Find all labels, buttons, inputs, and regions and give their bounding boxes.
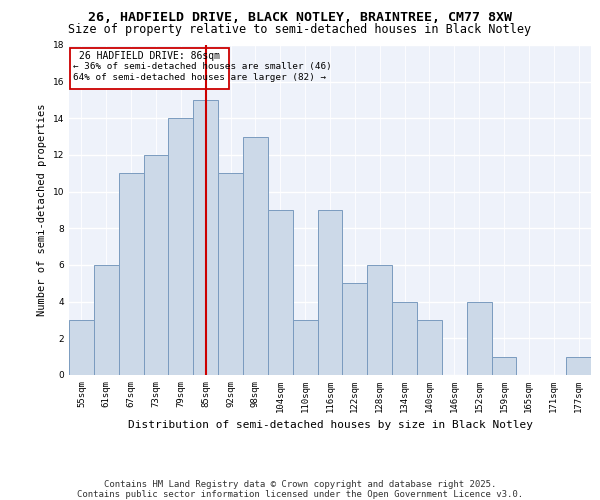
Text: ← 36% of semi-detached houses are smaller (46): ← 36% of semi-detached houses are smalle… — [73, 62, 331, 70]
Bar — [343, 284, 367, 375]
Bar — [119, 174, 143, 375]
Bar — [94, 265, 119, 375]
Bar — [70, 48, 229, 89]
Bar — [467, 302, 491, 375]
Bar — [193, 100, 218, 375]
Bar — [218, 174, 243, 375]
Bar — [169, 118, 193, 375]
Bar — [293, 320, 317, 375]
Bar — [243, 136, 268, 375]
X-axis label: Distribution of semi-detached houses by size in Black Notley: Distribution of semi-detached houses by … — [128, 420, 533, 430]
Y-axis label: Number of semi-detached properties: Number of semi-detached properties — [37, 104, 47, 316]
Bar — [317, 210, 343, 375]
Text: 26 HADFIELD DRIVE: 86sqm: 26 HADFIELD DRIVE: 86sqm — [79, 51, 220, 61]
Bar — [491, 356, 517, 375]
Text: Contains HM Land Registry data © Crown copyright and database right 2025.
Contai: Contains HM Land Registry data © Crown c… — [77, 480, 523, 499]
Bar — [392, 302, 417, 375]
Bar — [143, 155, 169, 375]
Bar — [367, 265, 392, 375]
Bar — [69, 320, 94, 375]
Bar — [566, 356, 591, 375]
Bar — [268, 210, 293, 375]
Bar — [417, 320, 442, 375]
Text: 64% of semi-detached houses are larger (82) →: 64% of semi-detached houses are larger (… — [73, 72, 326, 82]
Text: 26, HADFIELD DRIVE, BLACK NOTLEY, BRAINTREE, CM77 8XW: 26, HADFIELD DRIVE, BLACK NOTLEY, BRAINT… — [88, 11, 512, 24]
Text: Size of property relative to semi-detached houses in Black Notley: Size of property relative to semi-detach… — [68, 22, 532, 36]
